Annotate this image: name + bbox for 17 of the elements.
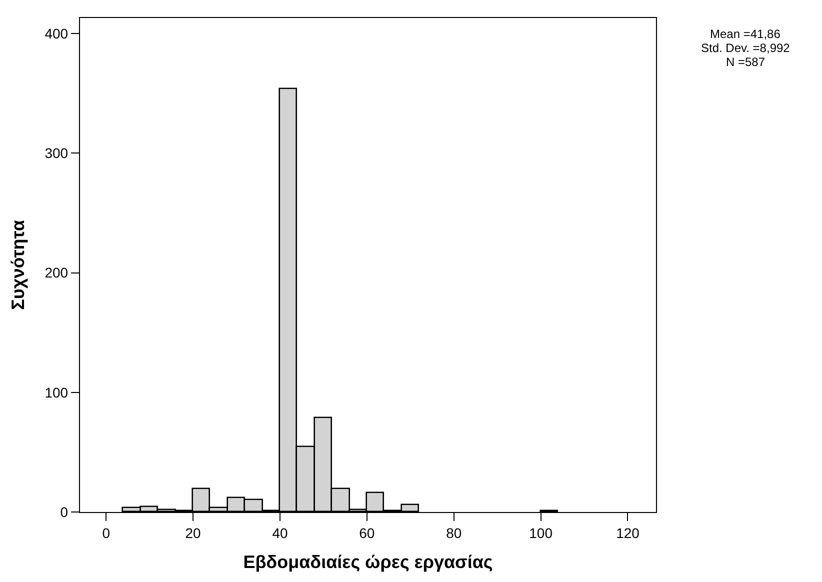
y-tick-label: 400	[44, 25, 68, 42]
y-tick-label: 300	[44, 145, 68, 162]
x-axis-title: Εβδομαδιαίες ώρες εργασίας	[243, 552, 493, 572]
text: N =587	[726, 55, 766, 69]
y-axis-title: Συχνότητα	[8, 220, 28, 310]
x-tick-label: 20	[185, 524, 202, 541]
x-tick-label: 80	[446, 524, 462, 541]
text: Std. Dev. =8,992	[701, 41, 790, 55]
y-tick-label: 100	[44, 384, 68, 400]
y-tick-label: 200	[44, 264, 68, 281]
x-tick-label: 0	[102, 524, 110, 541]
x-tick-label: 40	[272, 524, 288, 541]
text: Mean =41,86	[710, 27, 781, 41]
x-tick-label: 100	[529, 524, 553, 541]
x-tick-label: 120	[616, 524, 640, 541]
x-tick-label: 60	[359, 524, 375, 541]
y-tick-label: 0	[60, 504, 68, 520]
